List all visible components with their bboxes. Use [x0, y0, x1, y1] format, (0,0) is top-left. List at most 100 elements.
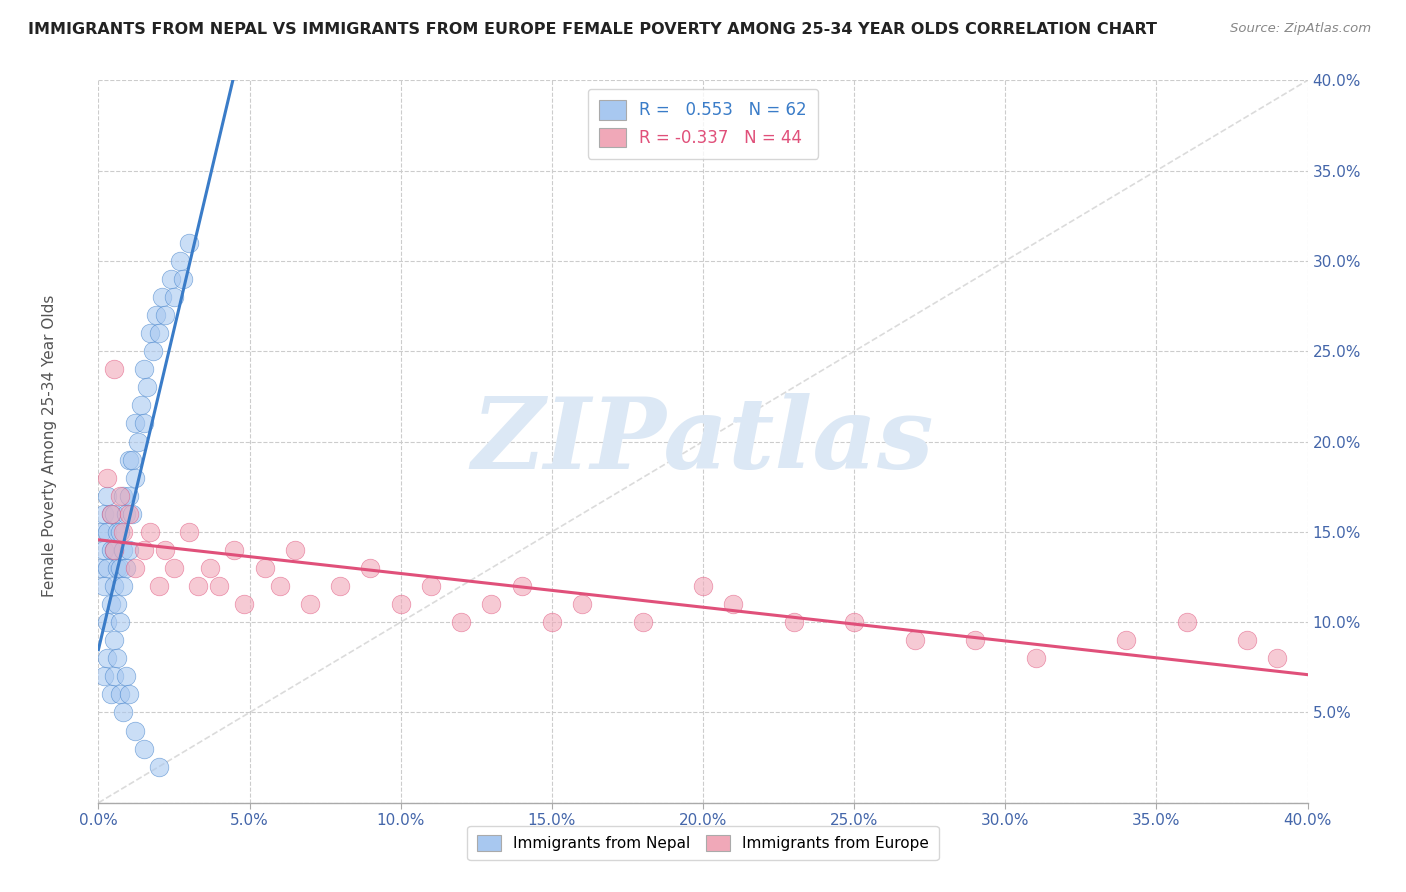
Point — [904, 633, 927, 648]
Point — [420, 579, 443, 593]
Text: ZIPatlas: ZIPatlas — [472, 393, 934, 490]
Point — [232, 597, 254, 611]
Point — [540, 615, 562, 630]
Point — [103, 507, 125, 521]
Point — [153, 542, 176, 557]
Point — [142, 344, 165, 359]
Point — [108, 524, 131, 539]
Point — [160, 272, 183, 286]
Point — [135, 380, 157, 394]
Point — [100, 507, 122, 521]
Point — [96, 615, 118, 630]
Point — [965, 633, 987, 648]
Point — [103, 542, 125, 557]
Text: Female Poverty Among 25-34 Year Olds: Female Poverty Among 25-34 Year Olds — [42, 295, 56, 597]
Point — [132, 542, 155, 557]
Point — [148, 326, 170, 340]
Point — [692, 579, 714, 593]
Point — [571, 597, 593, 611]
Point — [100, 687, 122, 701]
Point — [93, 542, 115, 557]
Point — [510, 579, 533, 593]
Point — [105, 651, 128, 665]
Point — [108, 561, 131, 575]
Point — [631, 615, 654, 630]
Point — [124, 417, 146, 431]
Point — [100, 597, 122, 611]
Point — [224, 542, 246, 557]
Point — [389, 597, 412, 611]
Point — [93, 579, 115, 593]
Legend: Immigrants from Nepal, Immigrants from Europe: Immigrants from Nepal, Immigrants from E… — [467, 826, 939, 860]
Point — [139, 524, 162, 539]
Point — [96, 651, 118, 665]
Point — [1267, 651, 1289, 665]
Point — [111, 579, 134, 593]
Point — [299, 597, 322, 611]
Point — [329, 579, 352, 593]
Point — [360, 561, 382, 575]
Point — [153, 308, 176, 322]
Point — [96, 471, 118, 485]
Point — [169, 254, 191, 268]
Point — [269, 579, 291, 593]
Point — [118, 489, 141, 503]
Point — [132, 741, 155, 756]
Point — [111, 489, 134, 503]
Point — [150, 290, 173, 304]
Point — [103, 362, 125, 376]
Text: Source: ZipAtlas.com: Source: ZipAtlas.com — [1230, 22, 1371, 36]
Point — [114, 561, 136, 575]
Point — [108, 489, 131, 503]
Point — [132, 417, 155, 431]
Point — [111, 524, 134, 539]
Point — [163, 561, 186, 575]
Point — [200, 561, 222, 575]
Point — [481, 597, 503, 611]
Point — [723, 597, 745, 611]
Point — [127, 434, 149, 449]
Point — [90, 524, 112, 539]
Point — [103, 669, 125, 683]
Point — [172, 272, 194, 286]
Point — [118, 507, 141, 521]
Point — [129, 398, 152, 412]
Point — [450, 615, 472, 630]
Point — [179, 235, 201, 250]
Point — [105, 524, 128, 539]
Point — [118, 542, 141, 557]
Point — [124, 561, 146, 575]
Point — [93, 507, 115, 521]
Point — [121, 507, 143, 521]
Point — [124, 723, 146, 738]
Point — [96, 489, 118, 503]
Point — [124, 471, 146, 485]
Point — [1175, 615, 1198, 630]
Point — [114, 669, 136, 683]
Point — [783, 615, 806, 630]
Point — [100, 507, 122, 521]
Point — [253, 561, 276, 575]
Point — [96, 524, 118, 539]
Point — [1024, 651, 1046, 665]
Point — [90, 561, 112, 575]
Point — [114, 507, 136, 521]
Point — [179, 524, 201, 539]
Point — [118, 687, 141, 701]
Point — [1115, 633, 1137, 648]
Point — [132, 362, 155, 376]
Point — [163, 290, 186, 304]
Point — [844, 615, 866, 630]
Point — [145, 308, 167, 322]
Point — [93, 669, 115, 683]
Point — [118, 452, 141, 467]
Point — [108, 687, 131, 701]
Point — [121, 452, 143, 467]
Point — [105, 561, 128, 575]
Point — [103, 542, 125, 557]
Point — [284, 542, 307, 557]
Point — [108, 615, 131, 630]
Text: IMMIGRANTS FROM NEPAL VS IMMIGRANTS FROM EUROPE FEMALE POVERTY AMONG 25-34 YEAR : IMMIGRANTS FROM NEPAL VS IMMIGRANTS FROM… — [28, 22, 1157, 37]
Point — [111, 706, 134, 720]
Point — [148, 579, 170, 593]
